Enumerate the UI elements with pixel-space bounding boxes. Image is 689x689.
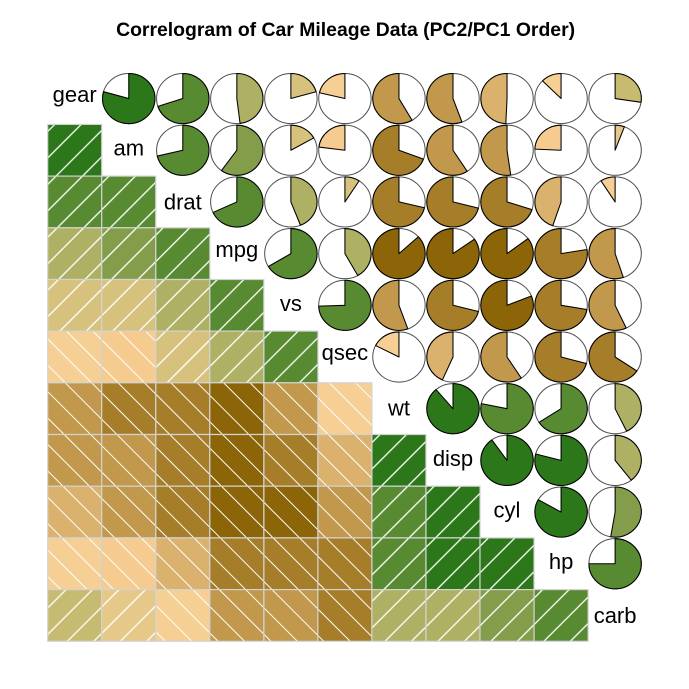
- svg-text:mpg: mpg: [215, 237, 258, 262]
- svg-text:vs: vs: [280, 291, 302, 316]
- svg-text:hp: hp: [549, 549, 573, 574]
- svg-text:am: am: [114, 136, 145, 161]
- svg-text:carb: carb: [594, 603, 637, 628]
- svg-text:disp: disp: [433, 446, 473, 471]
- svg-text:wt: wt: [387, 396, 410, 421]
- svg-text:Correlogram of Car Mileage Dat: Correlogram of Car Mileage Data (PC2/PC1…: [116, 19, 575, 41]
- svg-text:drat: drat: [164, 190, 202, 215]
- svg-text:gear: gear: [53, 82, 97, 107]
- svg-text:qsec: qsec: [322, 340, 368, 365]
- svg-text:cyl: cyl: [494, 498, 521, 523]
